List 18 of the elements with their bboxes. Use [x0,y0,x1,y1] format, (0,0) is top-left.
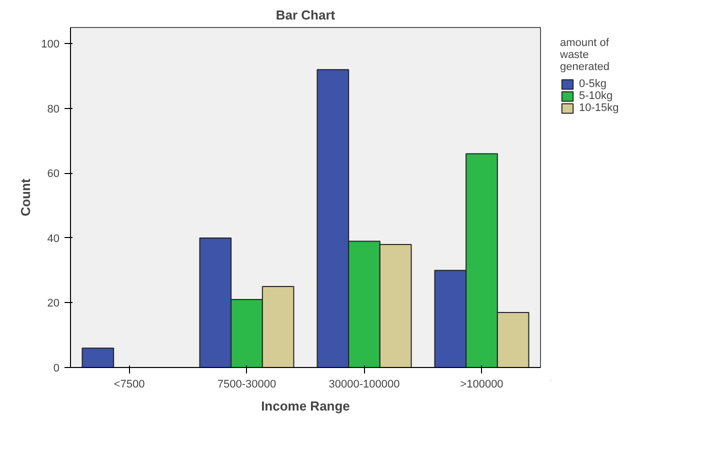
y-tick-label: 40 [47,232,60,245]
legend-label: 5-10kg [579,90,613,102]
legend-title: amount of waste generated [560,37,611,73]
y-tick-label: 100 [41,38,60,51]
bar [82,348,114,368]
x-tick-label: 7500-30000 [217,378,276,390]
x-tick-label: <7500 [114,378,145,390]
x-tick-label: >100000 [460,378,504,390]
y-axis-title: Count [18,178,34,216]
legend-label: 0-5kg [579,78,607,90]
legend-label: 10-15kg [579,102,619,114]
chart-title: Bar Chart [276,8,336,22]
x-axis-title: Income Range [261,398,350,414]
y-tick-label: 20 [47,298,60,310]
y-tick-label: 0 [53,362,60,374]
y-tick-label: 60 [47,168,60,180]
y-tick-label: 80 [47,103,60,116]
x-tick-label: 30000-100000 [328,378,400,390]
